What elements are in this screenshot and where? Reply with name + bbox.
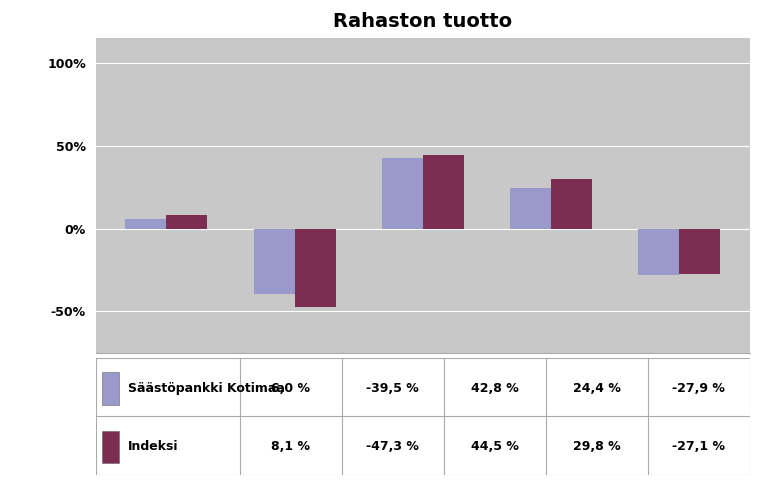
Text: Säästöpankki Kotimaa: Säästöpankki Kotimaa xyxy=(129,382,285,395)
Text: -39,5 %: -39,5 % xyxy=(366,382,419,395)
Text: 24,4 %: 24,4 % xyxy=(573,382,620,395)
Bar xyxy=(679,228,720,274)
Text: 29,8 %: 29,8 % xyxy=(573,441,620,454)
Bar xyxy=(103,372,119,405)
Bar xyxy=(295,228,336,307)
Text: 44,5 %: 44,5 % xyxy=(470,441,519,454)
Bar xyxy=(551,180,592,228)
Text: -27,9 %: -27,9 % xyxy=(672,382,725,395)
Bar xyxy=(103,431,119,464)
Title: Rahaston tuotto: Rahaston tuotto xyxy=(333,12,513,31)
Bar xyxy=(125,219,166,228)
Text: 6,0 %: 6,0 % xyxy=(271,382,310,395)
Bar xyxy=(382,158,422,228)
Text: -27,1 %: -27,1 % xyxy=(672,441,725,454)
Text: -47,3 %: -47,3 % xyxy=(366,441,419,454)
Text: 8,1 %: 8,1 % xyxy=(271,441,310,454)
Bar xyxy=(422,155,464,228)
Bar xyxy=(638,228,679,275)
Text: 42,8 %: 42,8 % xyxy=(470,382,519,395)
Text: Indeksi: Indeksi xyxy=(129,441,179,454)
Bar xyxy=(509,188,551,228)
Bar xyxy=(253,228,295,294)
Bar xyxy=(166,216,207,228)
